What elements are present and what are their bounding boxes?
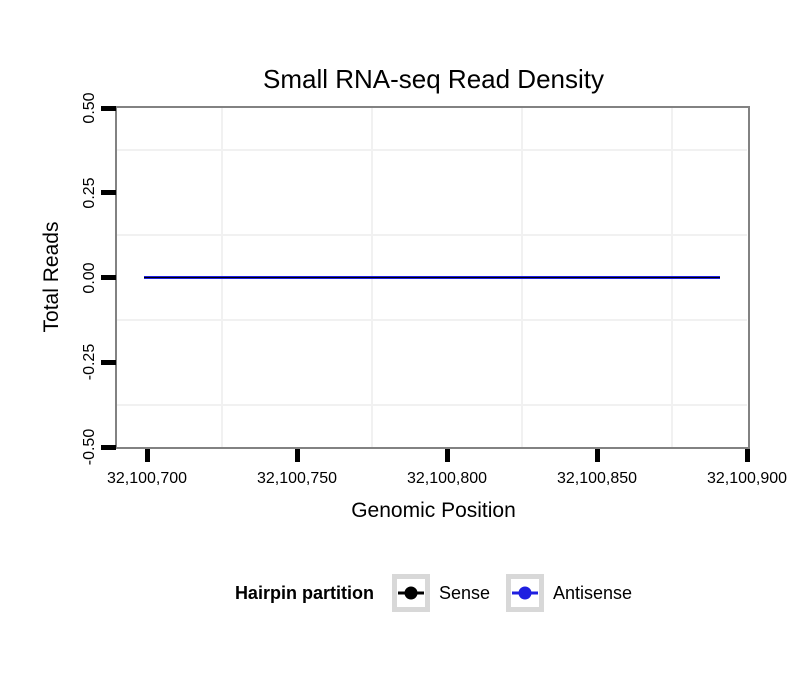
minor-gridline-horizontal: [117, 149, 747, 152]
x-axis-tick-label: 32,100,750: [256, 470, 338, 487]
legend: Hairpin partition Sense Antisense: [116, 574, 751, 612]
legend-item-label: Antisense: [552, 582, 633, 603]
y-axis-tick: [101, 275, 116, 280]
x-axis-tick-label: 32,100,900: [706, 470, 788, 487]
x-axis-tick: [594, 449, 600, 462]
legend-key-dot: [518, 586, 532, 600]
y-axis-tick: [101, 359, 116, 365]
x-axis-tick: [294, 449, 300, 462]
chart-title: Small RNA-seq Read Density: [262, 64, 604, 94]
x-axis-tick-label: 32,100,700: [106, 470, 188, 487]
x-axis-tick: [444, 449, 450, 462]
x-axis-tick-label: 32,100,800: [406, 470, 488, 487]
minor-gridline-horizontal: [117, 318, 747, 321]
y-axis-tick: [101, 444, 116, 450]
legend-item-label: Sense: [438, 582, 490, 603]
legend-item-antisense: Antisense: [505, 574, 633, 612]
legend-key-icon: [505, 574, 544, 612]
legend-title: Hairpin partition: [234, 582, 374, 603]
y-axis-tick-label: -0.50: [81, 428, 98, 466]
legend-items: Sense Antisense: [391, 574, 633, 612]
y-axis-title: Total Reads: [40, 221, 63, 333]
x-axis-tick-label: 32,100,850: [556, 470, 638, 487]
legend-key-dot: [404, 586, 418, 600]
legend-key-icon: [391, 574, 430, 612]
y-axis-tick-label: 0.50: [81, 92, 98, 124]
y-axis-tick: [101, 105, 116, 111]
minor-gridline-horizontal: [117, 234, 747, 237]
x-axis-tick: [744, 449, 750, 462]
x-axis-tick: [144, 449, 150, 462]
y-axis-tick-label: 0.25: [81, 177, 98, 209]
y-axis-tick: [101, 190, 116, 196]
x-axis-title: Genomic Position: [351, 499, 516, 522]
legend-item-sense: Sense: [391, 574, 490, 612]
minor-gridline-horizontal: [117, 403, 747, 406]
y-axis-tick-label: 0.00: [81, 261, 98, 294]
series-line-sense: [144, 276, 720, 279]
y-axis-tick-label: -0.25: [81, 344, 98, 381]
